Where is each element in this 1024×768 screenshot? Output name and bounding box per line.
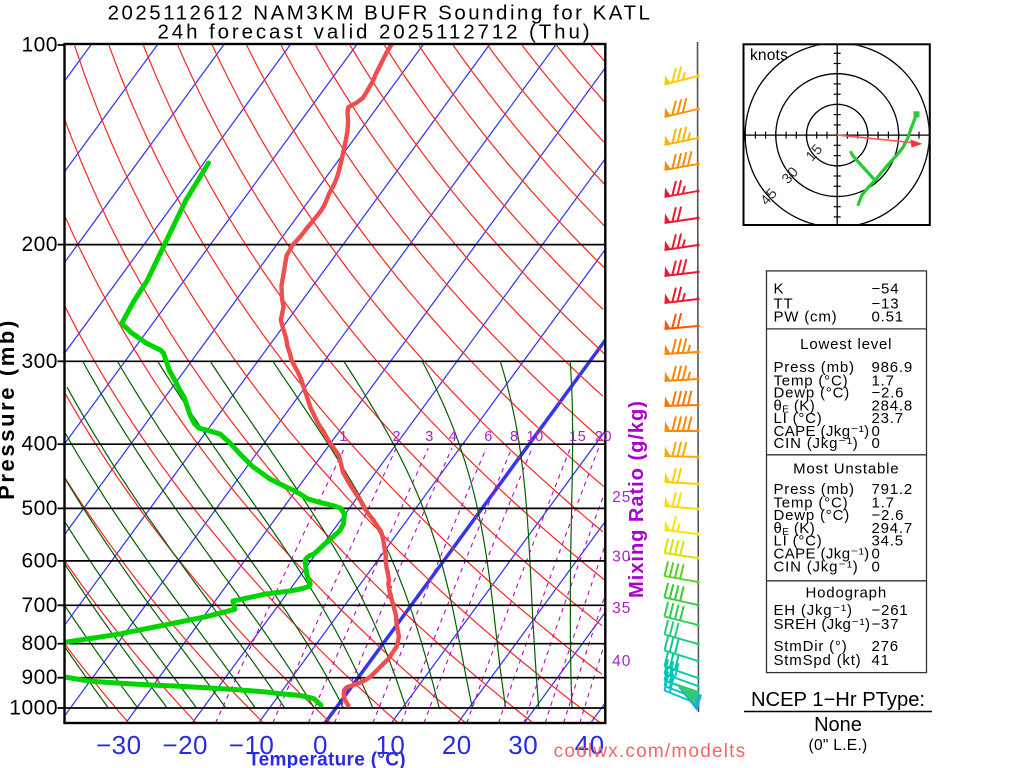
svg-text:(0" L.E.): (0" L.E.)	[808, 737, 867, 754]
svg-text:24h forecast valid 2025112712: 24h forecast valid 2025112712 (Thu)	[157, 21, 592, 44]
svg-text:1.7: 1.7	[872, 372, 895, 389]
svg-text:StmDir (°): StmDir (°)	[774, 638, 848, 655]
svg-text:Lowest level: Lowest level	[800, 336, 892, 353]
svg-text:−10: −10	[229, 730, 275, 760]
svg-text:EH (Jkg⁻¹): EH (Jkg⁻¹)	[774, 602, 853, 619]
svg-text:15: 15	[569, 429, 586, 445]
svg-text:None: None	[814, 714, 862, 736]
svg-text:NCEP 1−Hr PType:: NCEP 1−Hr PType:	[751, 689, 925, 711]
svg-text:Temperature (°C): Temperature (°C)	[248, 750, 406, 768]
svg-text:23.7: 23.7	[872, 410, 904, 427]
svg-text:600: 600	[21, 549, 58, 572]
svg-text:TT: TT	[774, 296, 794, 313]
svg-text:LI (°C): LI (°C)	[774, 410, 823, 427]
svg-text:SREH (Jkg⁻¹): SREH (Jkg⁻¹)	[774, 616, 871, 633]
svg-text:Most Unstable: Most Unstable	[793, 461, 899, 478]
svg-text:1000: 1000	[9, 697, 58, 720]
svg-text:−13: −13	[872, 296, 900, 313]
svg-text:−20: −20	[162, 730, 208, 760]
svg-text:Dewp (°C): Dewp (°C)	[774, 384, 851, 401]
svg-text:Temp (°C): Temp (°C)	[774, 495, 849, 512]
svg-text:10: 10	[375, 730, 405, 760]
svg-text:284.8: 284.8	[872, 397, 914, 414]
svg-text:Dewp (°C): Dewp (°C)	[774, 507, 851, 524]
svg-text:3: 3	[425, 429, 434, 445]
svg-text:700: 700	[21, 594, 58, 617]
svg-text:500: 500	[21, 497, 58, 520]
svg-text:PW (cm): PW (cm)	[774, 309, 838, 326]
svg-text:276: 276	[872, 638, 899, 655]
svg-text:10: 10	[527, 429, 544, 445]
svg-text:400: 400	[21, 433, 58, 456]
svg-text:200: 200	[21, 233, 58, 256]
svg-text:2: 2	[393, 429, 402, 445]
svg-text:0: 0	[872, 435, 881, 452]
svg-text:Press (mb): Press (mb)	[774, 359, 855, 376]
svg-text:20: 20	[595, 429, 612, 445]
svg-text:CAPE (Jkg⁻¹): CAPE (Jkg⁻¹)	[774, 423, 870, 440]
svg-text:CIN (Jkg⁻¹): CIN (Jkg⁻¹)	[774, 558, 859, 575]
svg-text:Mixing Ratio (g/kg): Mixing Ratio (g/kg)	[626, 400, 648, 598]
svg-text:40: 40	[575, 730, 605, 760]
svg-text:−2.6: −2.6	[872, 507, 905, 524]
svg-text:LI (°C): LI (°C)	[774, 533, 823, 550]
svg-text:35: 35	[612, 600, 631, 617]
svg-text:Pressure (mb): Pressure (mb)	[0, 318, 19, 500]
svg-text:0: 0	[313, 730, 328, 760]
svg-text:8: 8	[510, 429, 519, 445]
svg-text:coolwx.com/modelts: coolwx.com/modelts	[554, 741, 747, 762]
svg-text:30: 30	[612, 548, 631, 565]
svg-text:CAPE (Jkg⁻¹): CAPE (Jkg⁻¹)	[774, 546, 870, 563]
svg-text:−30: −30	[96, 730, 142, 760]
svg-text:20: 20	[442, 730, 472, 760]
svg-text:−261: −261	[872, 602, 909, 619]
svg-text:40: 40	[612, 653, 631, 670]
svg-text:Hodograph: Hodograph	[806, 585, 887, 602]
svg-text:34.5: 34.5	[872, 533, 904, 550]
svg-text:300: 300	[21, 350, 58, 373]
svg-text:−37: −37	[872, 616, 900, 633]
svg-text:0: 0	[872, 558, 881, 575]
svg-text:0: 0	[872, 423, 881, 440]
svg-text:294.7: 294.7	[872, 520, 914, 537]
svg-text:K: K	[774, 281, 785, 298]
svg-text:1: 1	[339, 429, 348, 445]
svg-text:1.7: 1.7	[872, 495, 895, 512]
svg-text:4: 4	[449, 429, 458, 445]
svg-text:800: 800	[21, 632, 58, 655]
svg-text:791.2: 791.2	[872, 481, 914, 498]
svg-text:6: 6	[484, 429, 493, 445]
svg-text:41: 41	[872, 652, 890, 669]
svg-text:Temp (°C): Temp (°C)	[774, 372, 849, 389]
svg-text:−54: −54	[872, 281, 900, 298]
svg-text:StmSpd (kt): StmSpd (kt)	[774, 652, 862, 669]
svg-text:CIN (Jkg⁻¹): CIN (Jkg⁻¹)	[774, 435, 859, 452]
svg-text:900: 900	[21, 666, 58, 689]
svg-text:100: 100	[21, 34, 58, 57]
svg-text:2025112612 NAM3KM BUFR Soundin: 2025112612 NAM3KM BUFR Sounding for KATL	[108, 2, 653, 25]
svg-text:knots: knots	[750, 47, 788, 64]
svg-text:30: 30	[508, 730, 538, 760]
svg-text:986.9: 986.9	[872, 359, 914, 376]
svg-text:Press (mb): Press (mb)	[774, 481, 855, 498]
svg-text:0.51: 0.51	[872, 309, 904, 326]
svg-text:25: 25	[612, 489, 631, 506]
svg-text:0: 0	[872, 546, 881, 563]
svg-text:−2.6: −2.6	[872, 384, 905, 401]
